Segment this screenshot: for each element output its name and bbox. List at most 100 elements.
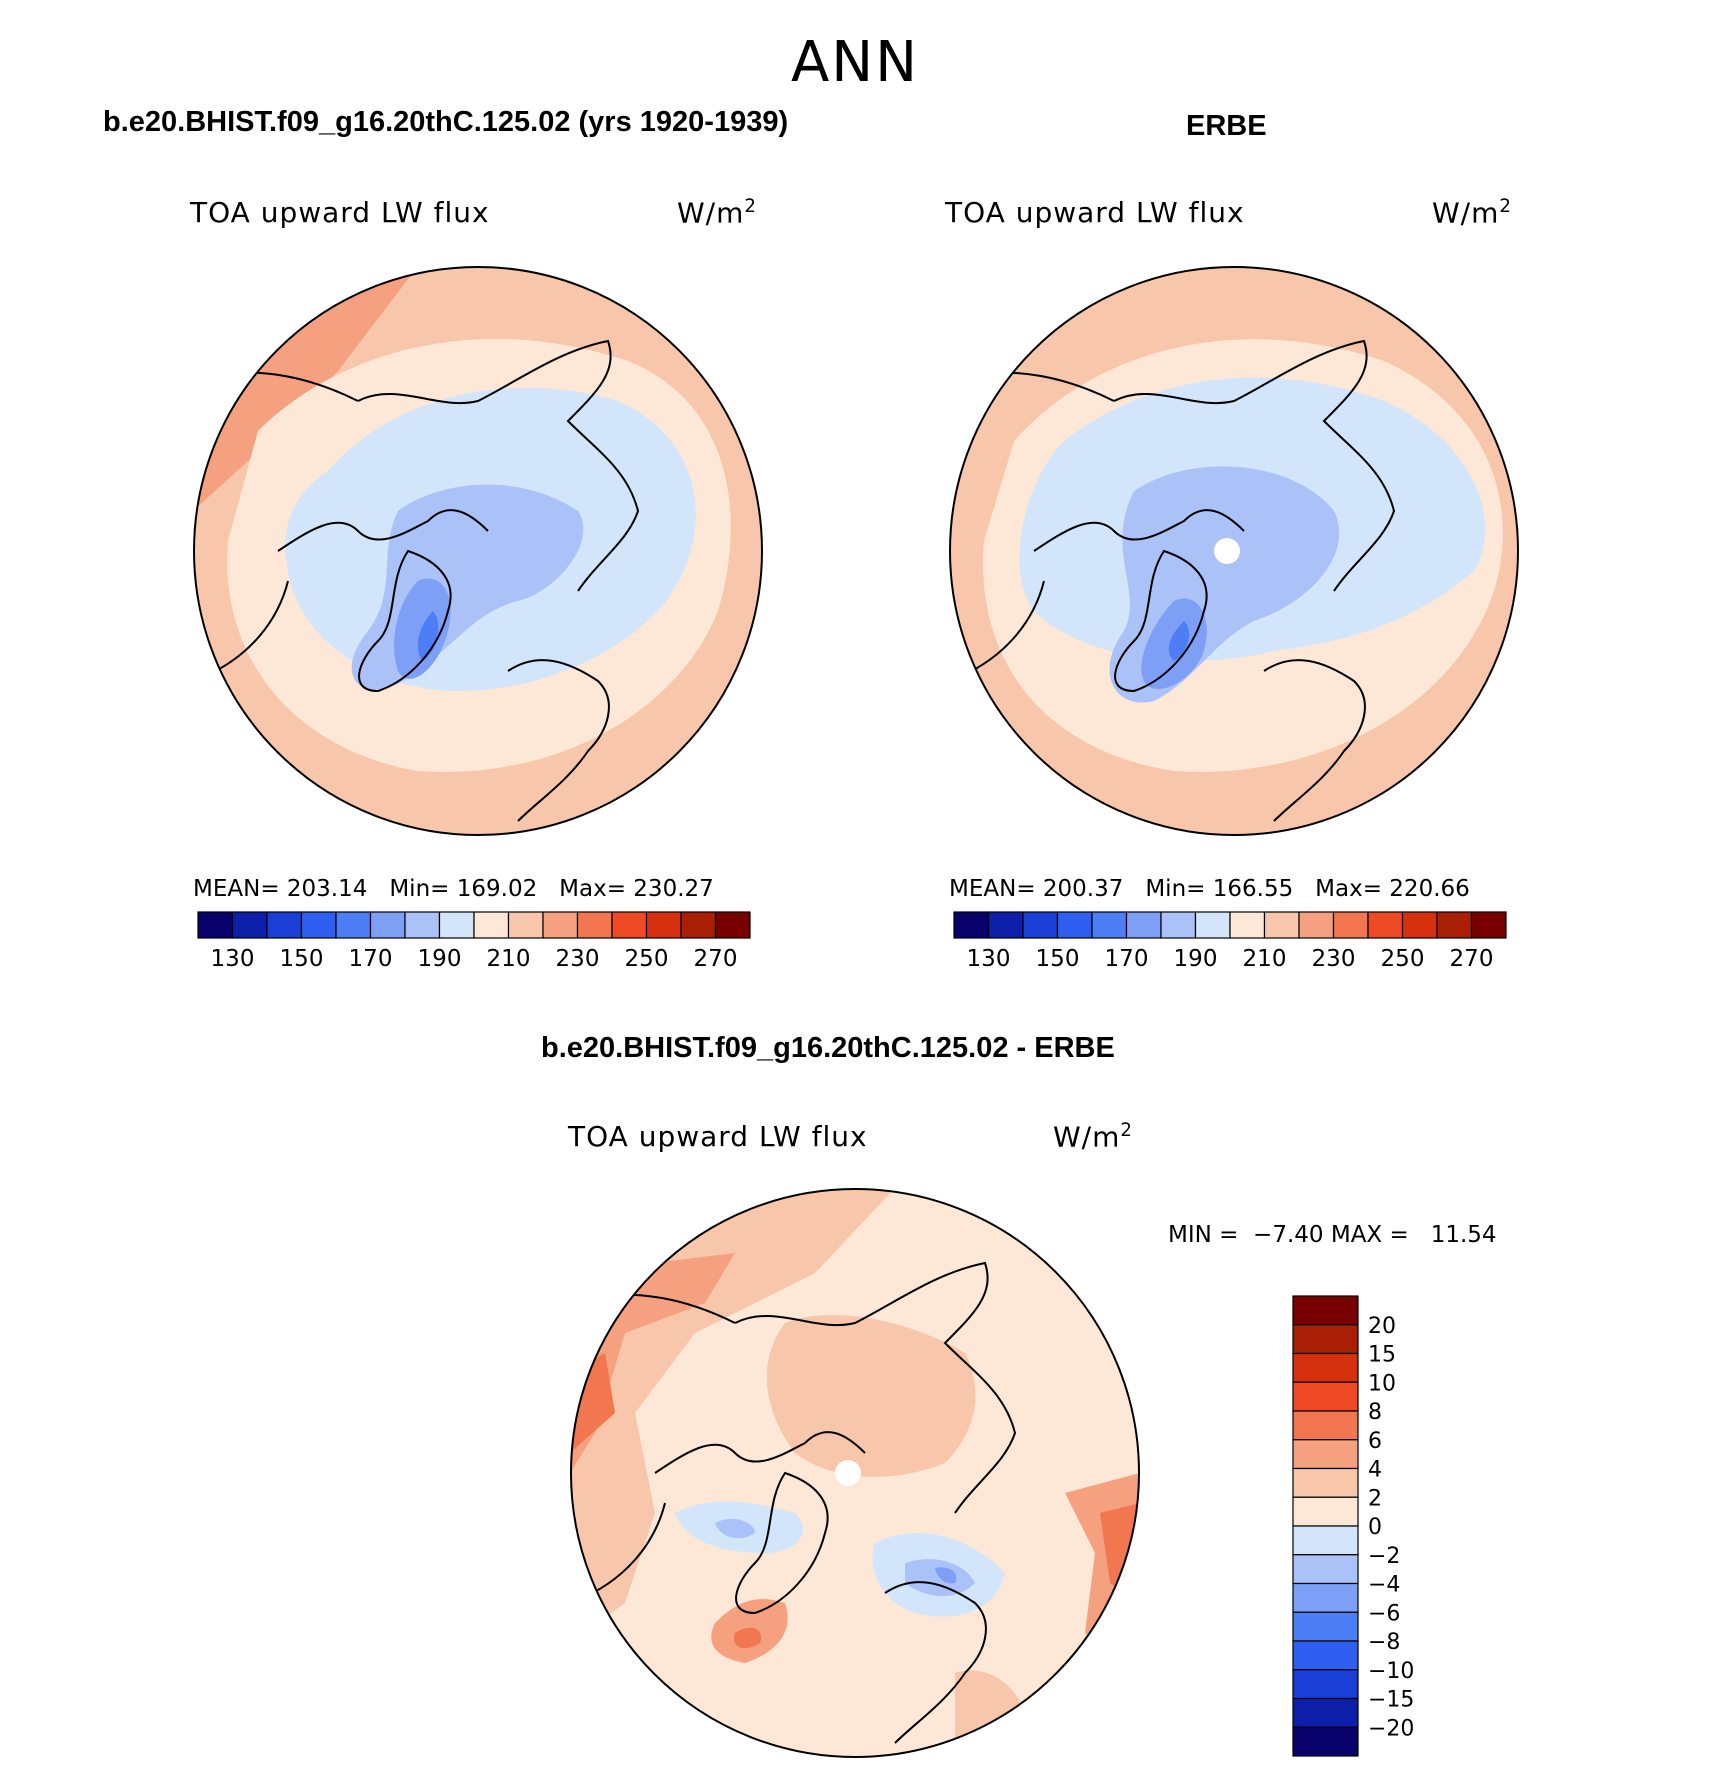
colorbar-swatch: [1292, 1324, 1359, 1355]
colorbar-swatch: [1332, 911, 1369, 939]
panel-title-obs: ERBE: [1186, 110, 1267, 142]
colorbar-swatch: [953, 911, 990, 939]
colorbar-swatch: [1194, 911, 1231, 939]
colorbar-tick-label: 270: [694, 946, 738, 972]
colorbar-tick-label: 15: [1368, 1343, 1396, 1368]
colorbar-swatch: [473, 911, 510, 939]
polar-map-diff: [570, 1188, 1140, 1758]
colorbar-tick-label: 20: [1368, 1314, 1396, 1339]
colorbar-swatch: [231, 911, 268, 939]
colorbar-tick-label: 270: [1450, 946, 1494, 972]
colorbar-tick-label: 150: [1036, 946, 1080, 972]
colorbar-tick-label: 170: [1105, 946, 1149, 972]
colorbar-swatch: [1292, 1467, 1359, 1498]
field-band-170: [1168, 621, 1190, 661]
polar-map-model: [193, 266, 763, 836]
panel-stats: MEAN= 200.37 Min= 166.55 Max= 220.66: [949, 876, 1470, 902]
field-band-neg4-6-barents: [935, 1567, 957, 1584]
colorbar-swatch: [1292, 1295, 1359, 1326]
field-band-170: [417, 611, 439, 661]
colorbar-tick-label: −4: [1368, 1573, 1400, 1598]
colorbar-swatch: [1292, 1496, 1359, 1527]
colorbar-swatch: [1367, 911, 1404, 939]
colorbar-tick-label: 4: [1368, 1458, 1382, 1483]
pole-hole: [1214, 538, 1240, 564]
colorbar-tick-label: 10: [1368, 1371, 1396, 1396]
colorbar-tick-label: −15: [1368, 1688, 1414, 1713]
colorbar-swatch: [1091, 911, 1128, 939]
map-boundary: [949, 266, 1519, 836]
colorbar-swatch: [335, 911, 372, 939]
colorbar-swatch: [987, 911, 1024, 939]
panel-units-label: W/m2: [1432, 196, 1512, 230]
colorbar-swatch: [507, 911, 544, 939]
colorbar-tick-label: 6: [1368, 1429, 1382, 1454]
field-band-6-8-greenland: [734, 1627, 761, 1649]
colorbar-tick-label: 210: [1243, 946, 1287, 972]
colorbar-swatch: [1229, 911, 1266, 939]
colorbar-swatch: [1263, 911, 1300, 939]
pole-hole: [835, 1460, 861, 1486]
colorbar-swatch: [1470, 911, 1507, 939]
colorbar-swatch: [1292, 1410, 1359, 1441]
panel-variable-label: TOA upward LW flux: [190, 196, 490, 229]
colorbar-tick-label: −8: [1368, 1630, 1400, 1655]
colorbar-swatch: [1436, 911, 1473, 939]
panel-units-label: W/m2: [1053, 1120, 1133, 1154]
colorbar-swatch: [197, 911, 234, 939]
colorbar-tick-label: 190: [1174, 946, 1218, 972]
colorbar-swatch: [1292, 1640, 1359, 1671]
colorbar-swatch: [1292, 1439, 1359, 1470]
colorbar-swatch: [1292, 1381, 1359, 1412]
colorbar-swatch: [645, 911, 682, 939]
field-band-neg2-4-archipelago: [715, 1518, 755, 1539]
panel-title-model: b.e20.BHIST.f09_g16.20thC.125.02 (yrs 19…: [103, 106, 789, 138]
colorbar-tick-label: 170: [349, 946, 393, 972]
colorbar-swatch: [1292, 1669, 1359, 1700]
colorbar-swatch: [611, 911, 648, 939]
colorbar-swatch: [1022, 911, 1059, 939]
colorbar-model: 130 150 170 190 210 230 250 270: [197, 911, 751, 972]
colorbar-swatch: [1125, 911, 1162, 939]
colorbar-swatch: [1292, 1352, 1359, 1383]
figure-title: ANN: [790, 30, 920, 95]
coastlines: [194, 339, 640, 822]
colorbar-swatch: [438, 911, 475, 939]
colorbar-tick-label: 150: [280, 946, 324, 972]
colorbar-tick-label: −6: [1368, 1601, 1400, 1626]
polar-map-obs: [949, 266, 1519, 836]
field-band-2-4-central: [766, 1314, 976, 1477]
colorbar-swatch: [1292, 1611, 1359, 1642]
colorbar-tick-label: 230: [1312, 946, 1356, 972]
colorbar-tick-label: −20: [1368, 1716, 1414, 1741]
panel-units-label: W/m2: [677, 196, 757, 230]
colorbar-obs: 130 150 170 190 210 230 250 270: [953, 911, 1507, 972]
panel-stats: MEAN= 203.14 Min= 169.02 Max= 230.27: [193, 876, 714, 902]
diff-minmax-label: MIN = −7.40 MAX = 11.54: [1168, 1222, 1497, 1248]
colorbar-swatch: [1401, 911, 1438, 939]
colorbar-tick-label: 0: [1368, 1515, 1382, 1540]
colorbar-swatch: [1292, 1525, 1359, 1556]
colorbar-swatch: [404, 911, 441, 939]
colorbar-swatch: [266, 911, 303, 939]
colorbar-tick-label: −2: [1368, 1544, 1400, 1569]
colorbar-swatch: [714, 911, 751, 939]
colorbar-swatch: [1160, 911, 1197, 939]
colorbar-tick-label: −10: [1368, 1659, 1414, 1684]
colorbar-tick-label: 2: [1368, 1486, 1382, 1511]
colorbar-tick-label: 130: [967, 946, 1011, 972]
panel-variable-label: TOA upward LW flux: [945, 196, 1245, 229]
colorbar-swatch: [1292, 1554, 1359, 1585]
panel-title-diff: b.e20.BHIST.f09_g16.20thC.125.02 - ERBE: [541, 1032, 1115, 1064]
colorbar-swatch: [1056, 911, 1093, 939]
colorbar-swatch: [1292, 1726, 1359, 1757]
colorbar-tick-label: 190: [418, 946, 462, 972]
colorbar-swatch: [369, 911, 406, 939]
panel-variable-label: TOA upward LW flux: [568, 1120, 868, 1153]
colorbar-swatch: [680, 911, 717, 939]
colorbar-tick-label: 8: [1368, 1400, 1382, 1425]
colorbar-swatch: [1298, 911, 1335, 939]
map-boundary: [193, 266, 763, 836]
colorbar-tick-label: 250: [1381, 946, 1425, 972]
